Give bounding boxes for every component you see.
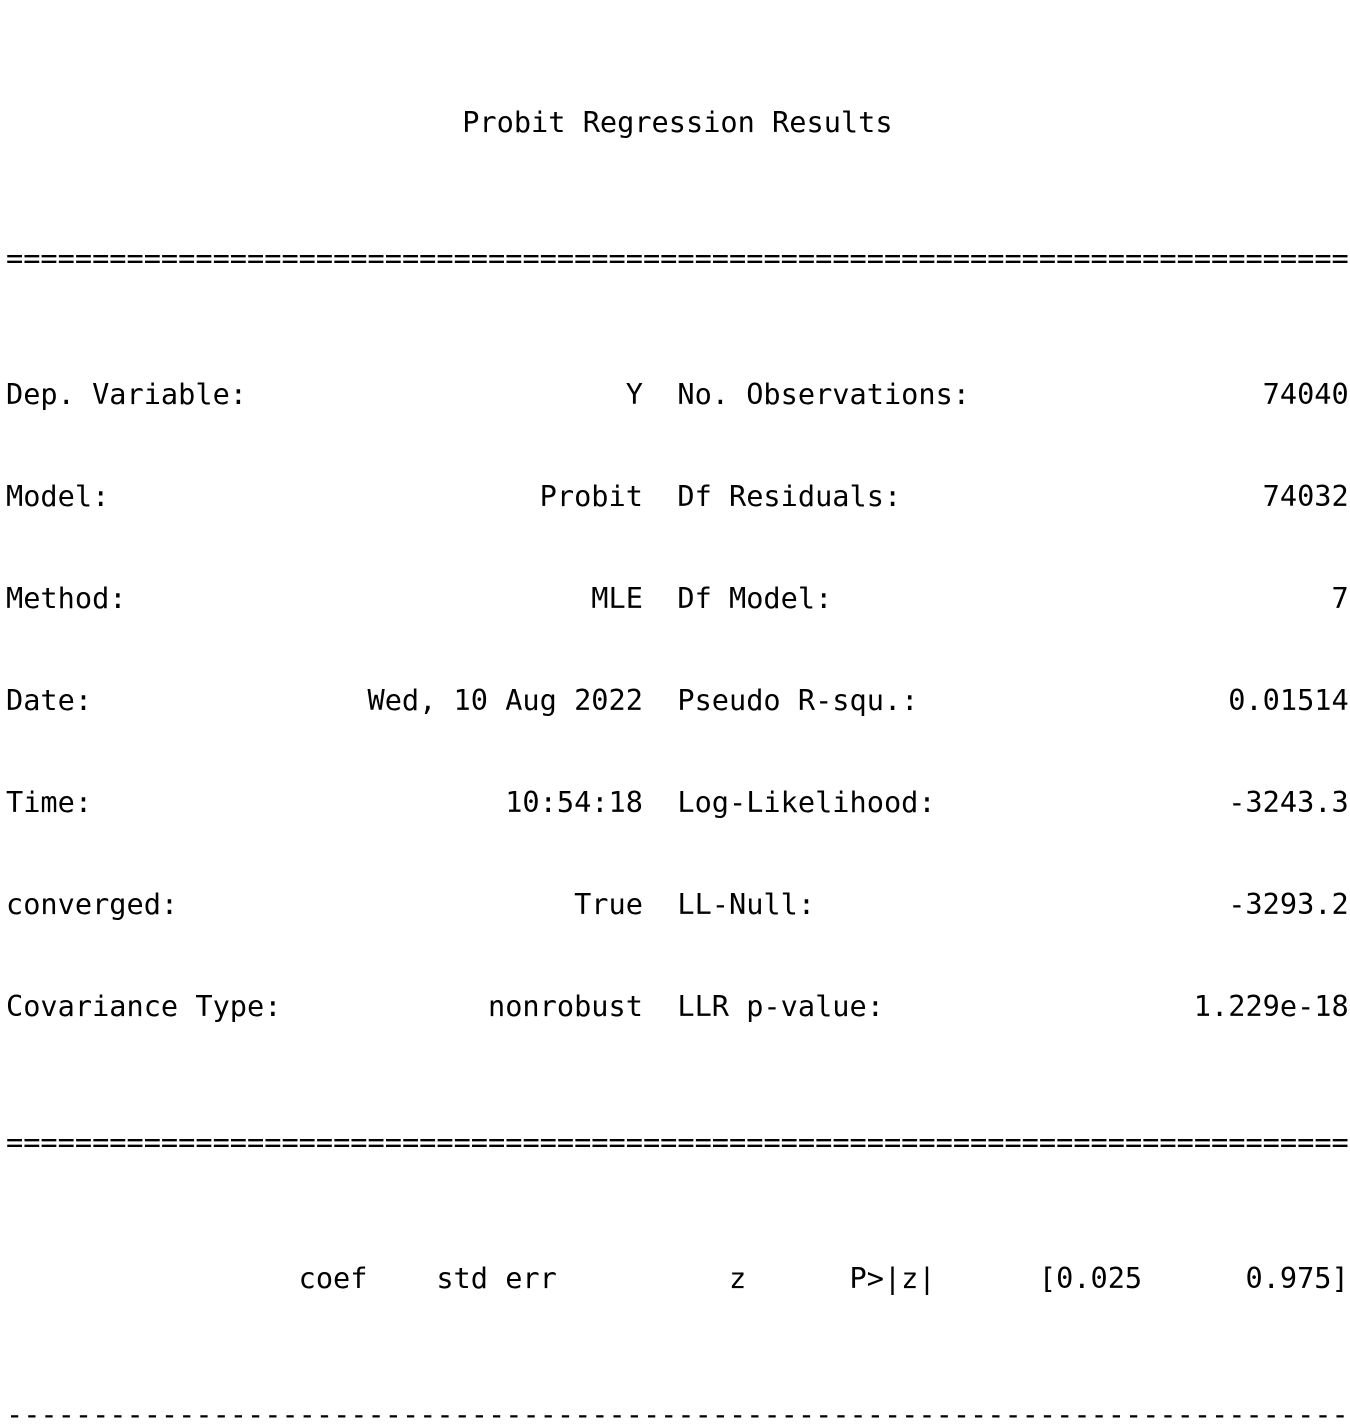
col-header-coef: coef xyxy=(298,1261,368,1295)
info-row: Model: Probit Df Residuals: 74032 xyxy=(6,479,1349,513)
stat-value-no-observations: 74040 xyxy=(1262,377,1349,411)
info-row: Time: 10:54:18 Log-Likelihood: -3243.3 xyxy=(6,785,1349,819)
col-header-ci-high: 0.975] xyxy=(1245,1261,1349,1295)
stat-label-date: Date: xyxy=(6,683,93,717)
column-gap xyxy=(643,887,677,921)
info-row: Method: MLE Df Model: 7 xyxy=(6,581,1349,615)
stat-value-log-likelihood: -3243.3 xyxy=(1228,785,1349,819)
stat-label-time: Time: xyxy=(6,785,93,819)
stat-label-llr-p-value: LLR p-value: xyxy=(677,989,884,1023)
col-header-ci-low: [0.025 xyxy=(1038,1261,1143,1295)
stat-label-no-observations: No. Observations: xyxy=(677,377,971,411)
stat-value-converged: True xyxy=(574,887,643,921)
stat-label-df-model: Df Model: xyxy=(677,581,833,615)
stat-value-method: MLE xyxy=(591,581,643,615)
stat-label-log-likelihood: Log-Likelihood: xyxy=(677,785,936,819)
stat-value-df-model: 7 xyxy=(1331,581,1349,615)
separator-double-mid: ========================================… xyxy=(6,1125,1349,1159)
stat-value-llr-p-value: 1.229e-18 xyxy=(1193,989,1349,1023)
stat-label-method: Method: xyxy=(6,581,127,615)
stat-value-time: 10:54:18 xyxy=(505,785,643,819)
column-gap xyxy=(643,989,677,1023)
column-gap xyxy=(643,581,677,615)
stat-value-covariance-type: nonrobust xyxy=(488,989,643,1023)
stat-value-df-residuals: 74032 xyxy=(1262,479,1349,513)
separator-double-top: ========================================… xyxy=(6,241,1349,275)
report-title: Probit Regression Results xyxy=(462,105,893,139)
coef-table-header-row: coef std err z P>|z| [0.025 0.975] xyxy=(6,1261,1349,1295)
col-header-z: z xyxy=(729,1261,747,1295)
column-gap xyxy=(643,479,677,513)
column-gap xyxy=(643,785,677,819)
stat-label-pseudo-rsq: Pseudo R-squ.: xyxy=(677,683,919,717)
info-row: converged: True LL-Null: -3293.2 xyxy=(6,887,1349,921)
stat-value-date: Wed, 10 Aug 2022 xyxy=(367,683,643,717)
column-gap xyxy=(643,683,677,717)
separator-single: ----------------------------------------… xyxy=(6,1397,1349,1428)
info-row: Date: Wed, 10 Aug 2022 Pseudo R-squ.: 0.015… xyxy=(6,683,1349,717)
stat-label-covariance-type: Covariance Type: xyxy=(6,989,282,1023)
stat-value-pseudo-rsq: 0.01514 xyxy=(1228,683,1349,717)
info-row: Covariance Type: nonrobust LLR p-value: 1.2… xyxy=(6,989,1349,1023)
stat-label-ll-null: LL-Null: xyxy=(677,887,816,921)
col-header-name xyxy=(6,1261,213,1295)
stat-value-dep-variable: Y xyxy=(625,377,643,411)
stat-label-converged: converged: xyxy=(6,887,179,921)
col-header-p-value: P>|z| xyxy=(849,1261,936,1295)
stat-label-df-residuals: Df Residuals: xyxy=(677,479,902,513)
stat-value-ll-null: -3293.2 xyxy=(1228,887,1349,921)
stat-value-model: Probit xyxy=(539,479,643,513)
col-header-std-err: std err xyxy=(436,1261,557,1295)
stat-label-dep-variable: Dep. Variable: xyxy=(6,377,248,411)
column-gap xyxy=(643,377,677,411)
stat-label-model: Model: xyxy=(6,479,110,513)
info-row: Dep. Variable: Y No. Observations: 74040 xyxy=(6,377,1349,411)
